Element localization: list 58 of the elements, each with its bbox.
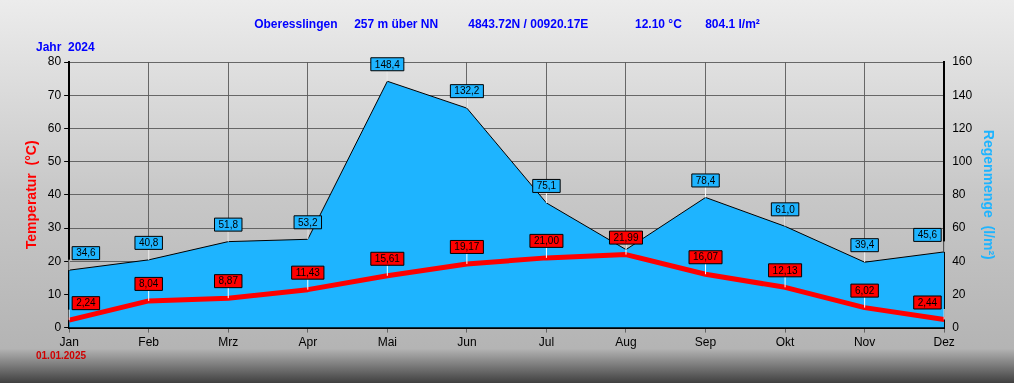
- x-tick-label: Feb: [138, 335, 160, 350]
- x-tick-label: Nov: [853, 335, 876, 350]
- data-label: 148,4: [374, 58, 401, 70]
- data-label: 2,44: [917, 296, 938, 308]
- data-label: 6,02: [854, 284, 875, 296]
- x-tick-label: Jun: [457, 335, 477, 350]
- y-tick-label: 10: [47, 286, 62, 301]
- chart-subtitle: Jahr 2024: [36, 40, 95, 54]
- y2-tick-label: 60: [952, 220, 966, 235]
- data-label: 15,61: [374, 253, 401, 265]
- data-label: 39,4: [854, 239, 875, 251]
- y-tick-label: 70: [47, 87, 62, 102]
- data-label: 19,17: [454, 241, 480, 253]
- y2-tick-label: 0: [952, 319, 960, 334]
- y2-tick-label: 40: [952, 253, 966, 268]
- y2-tick-label: 160: [952, 54, 973, 69]
- data-label: 53,2: [298, 216, 318, 228]
- data-label: 40,8: [138, 237, 159, 249]
- y2-tick-label: 80: [952, 187, 966, 202]
- y-tick-label: 80: [47, 54, 62, 69]
- x-tick-label: Dez: [933, 335, 955, 350]
- data-label: 45,6: [917, 229, 938, 241]
- data-label: 16,07: [693, 251, 719, 263]
- y-tick-label: 0: [54, 319, 62, 334]
- data-label: 21,00: [533, 235, 560, 247]
- y2-axis-title: Regenmenge (l/m²): [980, 129, 997, 260]
- data-label: 8,04: [138, 278, 159, 290]
- x-tick-label: Sep: [694, 335, 717, 350]
- data-label: 75,1: [536, 180, 557, 192]
- y-tick-label: 20: [47, 253, 62, 268]
- data-label: 2,24: [76, 297, 97, 309]
- x-tick-label: Mrz: [218, 335, 239, 350]
- data-label: 78,4: [695, 174, 716, 186]
- y-axis-title: Temperatur (°C): [23, 140, 40, 250]
- text: 01.01.2025: [36, 350, 87, 361]
- y-tick-label: 40: [47, 187, 62, 202]
- data-label: 51,8: [218, 218, 239, 230]
- x-tick-label: Apr: [298, 335, 318, 350]
- data-label: 21,99: [613, 231, 639, 243]
- y-tick-label: 50: [47, 153, 62, 168]
- y2-tick-label: 100: [952, 153, 973, 168]
- data-label: 11,43: [295, 266, 321, 278]
- x-tick-label: Jan: [59, 335, 79, 350]
- data-label: 132,2: [454, 85, 480, 97]
- data-label: 34,6: [76, 247, 97, 259]
- x-tick-label: Aug: [615, 335, 637, 350]
- data-label: 8,87: [218, 275, 239, 287]
- y2-tick-label: 120: [952, 120, 973, 135]
- chart-title: Oberesslingen 257 m über NN 4843.72N / 00920.17E 12.10 °C 804.1 l/m²: [253, 17, 761, 31]
- data-label: 61,0: [775, 203, 796, 215]
- x-tick-label: Okt: [775, 335, 796, 350]
- x-tick-label: Jul: [538, 335, 555, 350]
- y-tick-label: 30: [47, 220, 62, 235]
- y2-tick-label: 20: [952, 286, 966, 301]
- data-label: 12,13: [772, 264, 799, 276]
- y2-tick-label: 140: [952, 87, 973, 102]
- y-tick-label: 60: [47, 120, 62, 135]
- x-tick-label: Mai: [377, 335, 398, 350]
